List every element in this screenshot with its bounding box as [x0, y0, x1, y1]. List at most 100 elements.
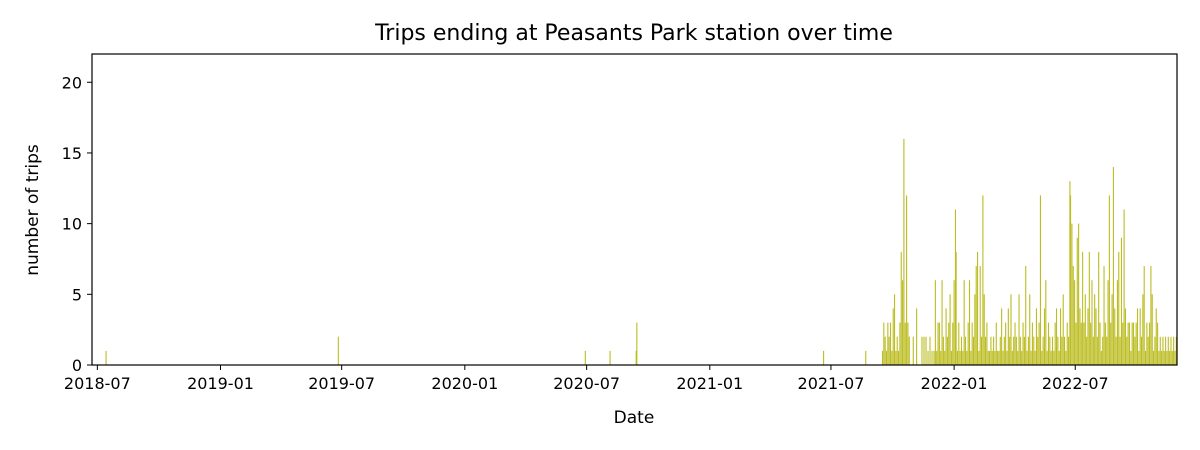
bar	[1118, 251, 1120, 365]
bar	[884, 336, 886, 365]
bar	[998, 350, 1000, 365]
bar	[1076, 237, 1078, 365]
bar	[1041, 350, 1043, 365]
plot-frame	[91, 53, 1178, 366]
bar	[942, 336, 944, 365]
bar	[963, 280, 965, 365]
bar	[1173, 336, 1175, 365]
bar	[1131, 322, 1133, 365]
bar	[887, 322, 889, 365]
bar	[1059, 308, 1062, 365]
bar	[902, 280, 904, 365]
bar	[337, 336, 339, 365]
bar	[989, 350, 991, 365]
bar	[1068, 336, 1070, 365]
bar	[1051, 336, 1054, 365]
bar	[635, 350, 637, 365]
bar	[1138, 350, 1140, 365]
bar	[946, 336, 948, 365]
bar	[1022, 322, 1024, 365]
bar	[1147, 336, 1149, 365]
bar	[967, 322, 969, 365]
bar	[1086, 336, 1088, 365]
bar	[1115, 336, 1117, 365]
bar	[923, 336, 925, 365]
bar	[1157, 322, 1159, 365]
bar	[1080, 322, 1082, 365]
y-tick-label: 10	[62, 215, 82, 234]
bar	[1074, 280, 1076, 365]
bar	[1078, 223, 1080, 365]
bar	[1120, 237, 1122, 365]
bar	[1100, 350, 1102, 365]
bar	[823, 350, 825, 365]
x-tick-label: 2022-01	[921, 374, 988, 393]
bar	[1167, 336, 1169, 365]
bar	[953, 280, 955, 365]
bar	[1095, 308, 1097, 365]
bar	[1013, 336, 1015, 365]
x-tick-label: 2019-07	[308, 374, 375, 393]
bar	[1026, 350, 1028, 365]
bar	[1091, 280, 1093, 365]
bar	[1017, 350, 1019, 365]
bar	[1107, 280, 1109, 365]
bar	[1087, 308, 1089, 365]
bar	[1043, 308, 1046, 365]
bar	[1058, 350, 1060, 365]
bar	[948, 322, 950, 365]
bar	[962, 350, 964, 365]
bar	[900, 251, 902, 365]
bar	[1083, 322, 1085, 365]
y-tick-label: 15	[62, 144, 82, 163]
bar	[966, 350, 968, 365]
y-axis-label: number of trips	[23, 144, 43, 276]
bar	[899, 322, 901, 365]
bar	[1045, 280, 1047, 365]
bar	[903, 138, 905, 365]
y-axis-ticks: 0 5 10 15 20	[62, 73, 92, 375]
bar	[1096, 336, 1098, 365]
bar	[1099, 322, 1101, 365]
bar	[1163, 350, 1165, 365]
bar	[891, 350, 893, 365]
bar	[892, 308, 894, 365]
bar	[982, 195, 984, 365]
bar	[952, 322, 954, 365]
bar	[940, 350, 942, 365]
bar	[895, 350, 897, 365]
bar	[1098, 251, 1100, 365]
bar	[971, 322, 973, 365]
bar	[1119, 336, 1121, 365]
bar	[945, 308, 947, 365]
bar	[1046, 350, 1048, 365]
bar	[1106, 336, 1108, 365]
bar	[1065, 350, 1067, 365]
bar	[933, 350, 935, 365]
bar	[1050, 350, 1052, 365]
bar	[1035, 308, 1037, 365]
bar	[1057, 336, 1059, 365]
bar	[1116, 280, 1118, 365]
bar	[1014, 322, 1016, 365]
bar	[1162, 336, 1164, 365]
bar	[1136, 308, 1139, 365]
bar	[1018, 294, 1020, 365]
bar	[1001, 308, 1003, 365]
bar	[893, 294, 896, 365]
y-tick-label: 20	[62, 73, 82, 92]
bar	[1102, 336, 1104, 365]
bar	[956, 350, 959, 365]
bar	[1007, 308, 1009, 365]
y-tick-label: 0	[72, 356, 82, 375]
bar	[958, 322, 960, 365]
x-tick-label: 2019-01	[187, 374, 254, 393]
bar	[1170, 336, 1172, 365]
bar	[1150, 266, 1152, 365]
bar	[1140, 336, 1143, 365]
bar	[1082, 251, 1084, 365]
bar	[1034, 350, 1036, 365]
bar	[1144, 350, 1147, 365]
x-tick-label: 2022-07	[1042, 374, 1109, 393]
